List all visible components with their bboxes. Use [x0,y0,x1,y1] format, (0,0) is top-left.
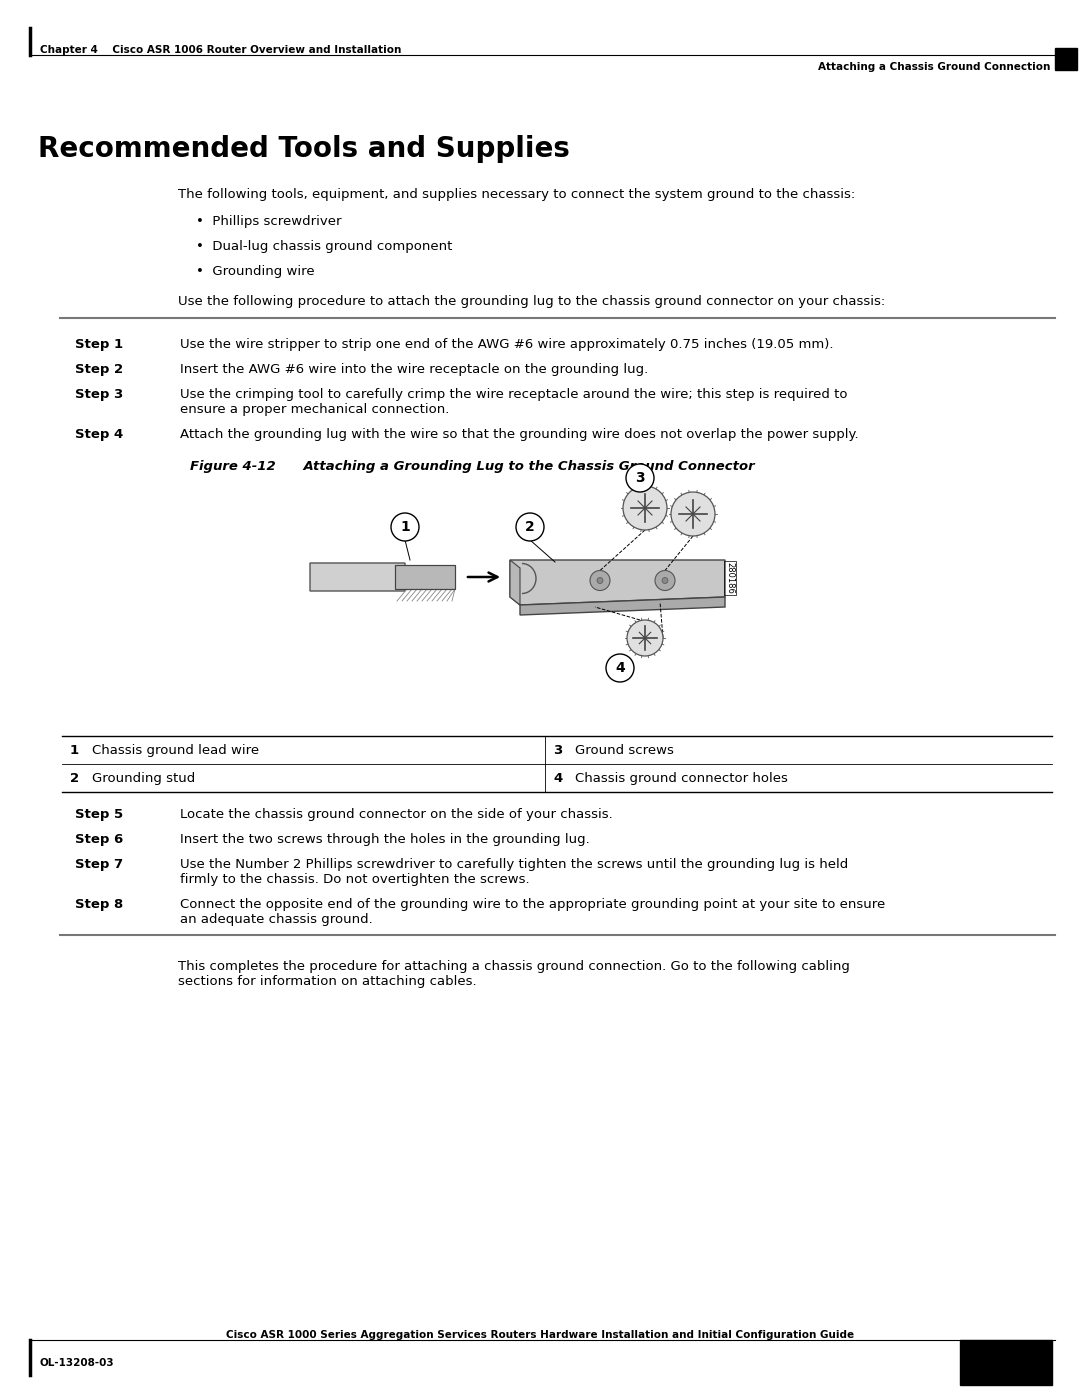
Text: Use the following procedure to attach the grounding lug to the chassis ground co: Use the following procedure to attach th… [178,295,886,307]
Text: Step 3: Step 3 [75,388,123,401]
Text: Step 4: Step 4 [75,427,123,441]
Text: sections for information on attaching cables.: sections for information on attaching ca… [178,975,476,988]
Polygon shape [510,560,725,605]
Text: Connect the opposite end of the grounding wire to the appropriate grounding poin: Connect the opposite end of the groundin… [180,898,886,911]
Circle shape [654,570,675,591]
Text: 1: 1 [400,520,410,534]
Bar [395,564,455,590]
Text: an adequate chassis ground.: an adequate chassis ground. [180,914,373,926]
Text: Use the Number 2 Phillips screwdriver to carefully tighten the screws until the : Use the Number 2 Phillips screwdriver to… [180,858,848,870]
Text: Step 1: Step 1 [75,338,123,351]
Text: 4: 4 [553,773,563,785]
Text: Attaching a Grounding Lug to the Chassis Ground Connector: Attaching a Grounding Lug to the Chassis… [285,460,755,474]
Text: Step 6: Step 6 [75,833,123,847]
Circle shape [662,577,669,584]
Bar [960,1340,1052,1384]
Bar [724,562,735,595]
Text: Recommended Tools and Supplies: Recommended Tools and Supplies [38,136,570,163]
Circle shape [391,513,419,541]
Circle shape [606,654,634,682]
Text: 3: 3 [635,471,645,485]
Circle shape [623,486,667,529]
Text: Ground screws: Ground screws [575,745,674,757]
Text: Cisco ASR 1000 Series Aggregation Services Routers Hardware Installation and Ini: Cisco ASR 1000 Series Aggregation Servic… [226,1330,854,1340]
Text: 4-19: 4-19 [980,1358,1032,1377]
Text: Use the wire stripper to strip one end of the AWG #6 wire approximately 0.75 inc: Use the wire stripper to strip one end o… [180,338,834,351]
Text: Attaching a Chassis Ground Connection: Attaching a Chassis Ground Connection [818,61,1050,73]
Polygon shape [519,597,725,615]
Text: The following tools, equipment, and supplies necessary to connect the system gro: The following tools, equipment, and supp… [178,189,855,201]
Circle shape [627,620,663,657]
Text: 1: 1 [70,745,79,757]
Text: Figure 4-12: Figure 4-12 [190,460,275,474]
Text: Step 5: Step 5 [75,807,123,821]
Text: •  Grounding wire: • Grounding wire [195,265,314,278]
Text: 2: 2 [525,520,535,534]
Text: Chassis ground connector holes: Chassis ground connector holes [575,773,788,785]
Circle shape [516,513,544,541]
Text: Step 7: Step 7 [75,858,123,870]
Text: ensure a proper mechanical connection.: ensure a proper mechanical connection. [180,402,449,416]
Text: Insert the AWG #6 wire into the wire receptacle on the grounding lug.: Insert the AWG #6 wire into the wire rec… [180,363,648,376]
Text: Step 8: Step 8 [75,898,123,911]
Circle shape [597,577,603,584]
Text: •  Phillips screwdriver: • Phillips screwdriver [195,215,341,228]
Circle shape [590,570,610,591]
Text: Locate the chassis ground connector on the side of your chassis.: Locate the chassis ground connector on t… [180,807,612,821]
Polygon shape [510,560,519,605]
Circle shape [671,492,715,536]
Text: 3: 3 [553,745,563,757]
Text: 4: 4 [616,661,625,675]
Text: Grounding stud: Grounding stud [92,773,195,785]
Text: firmly to the chassis. Do not overtighten the screws.: firmly to the chassis. Do not overtighte… [180,873,529,886]
FancyBboxPatch shape [310,563,405,591]
Text: 280186: 280186 [726,562,734,594]
Text: 2: 2 [70,773,79,785]
Text: Insert the two screws through the holes in the grounding lug.: Insert the two screws through the holes … [180,833,590,847]
Text: This completes the procedure for attaching a chassis ground connection. Go to th: This completes the procedure for attachi… [178,960,850,972]
Text: OL-13208-03: OL-13208-03 [40,1358,114,1368]
Text: Use the crimping tool to carefully crimp the wire receptacle around the wire; th: Use the crimping tool to carefully crimp… [180,388,848,401]
Text: Chapter 4    Cisco ASR 1006 Router Overview and Installation: Chapter 4 Cisco ASR 1006 Router Overview… [40,45,402,54]
Text: Attach the grounding lug with the wire so that the grounding wire does not overl: Attach the grounding lug with the wire s… [180,427,859,441]
Circle shape [626,464,654,492]
Text: Chassis ground lead wire: Chassis ground lead wire [92,745,259,757]
Text: Step 2: Step 2 [75,363,123,376]
Text: •  Dual-lug chassis ground component: • Dual-lug chassis ground component [195,240,453,253]
Bar [1055,47,1077,70]
Bar [395,564,455,590]
